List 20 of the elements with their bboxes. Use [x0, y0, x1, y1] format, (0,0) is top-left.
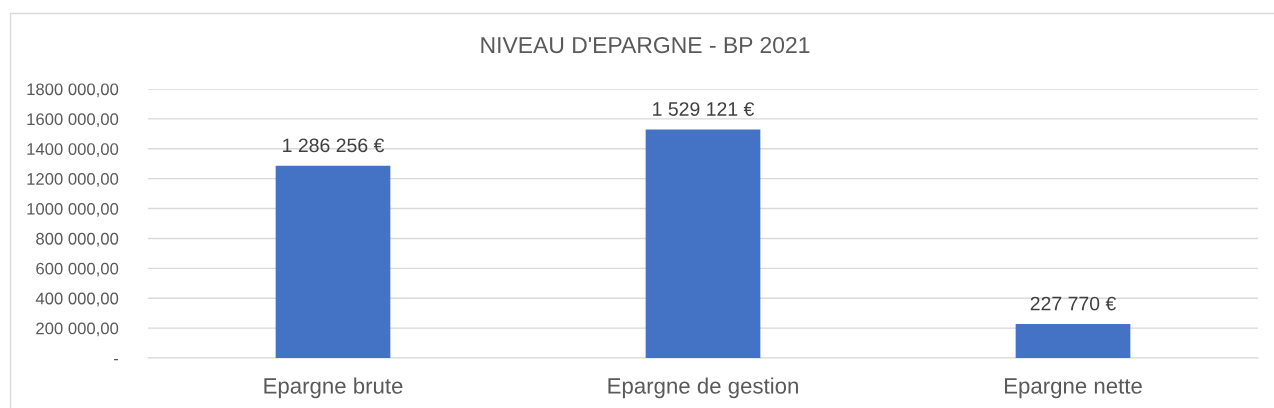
data-label: 1 529 121 €	[653, 102, 755, 116]
data-label: 227 770 €	[1030, 296, 1116, 311]
chart-title: NIVEAU D'EPARGNE - BP 2021	[481, 36, 810, 54]
y-tick-label: 1600 000,00	[27, 113, 119, 128]
bar	[1015, 323, 1131, 358]
y-tick-label: 1400 000,00	[27, 143, 119, 157]
data-label: 1 286 256 €	[283, 138, 385, 153]
y-tick-label: 800 000,00	[36, 232, 119, 247]
y-tick-label: 600 000,00	[36, 262, 119, 277]
x-tick-label: Epargne brute	[264, 377, 403, 399]
x-tick-label: Epargne de gestion	[608, 377, 798, 399]
x-tick-label: Epargne nette	[1005, 378, 1142, 399]
bar	[645, 129, 761, 358]
bar	[275, 165, 391, 358]
y-tick-label: 1200 000,00	[27, 173, 119, 187]
y-tick-label: -	[114, 358, 119, 361]
y-tick-label: 200 000,00	[36, 322, 119, 337]
y-tick-label: 1000 000,00	[27, 202, 119, 217]
y-tick-label: 400 000,00	[35, 292, 119, 307]
y-tick-label: 1800 000,00	[27, 83, 119, 98]
